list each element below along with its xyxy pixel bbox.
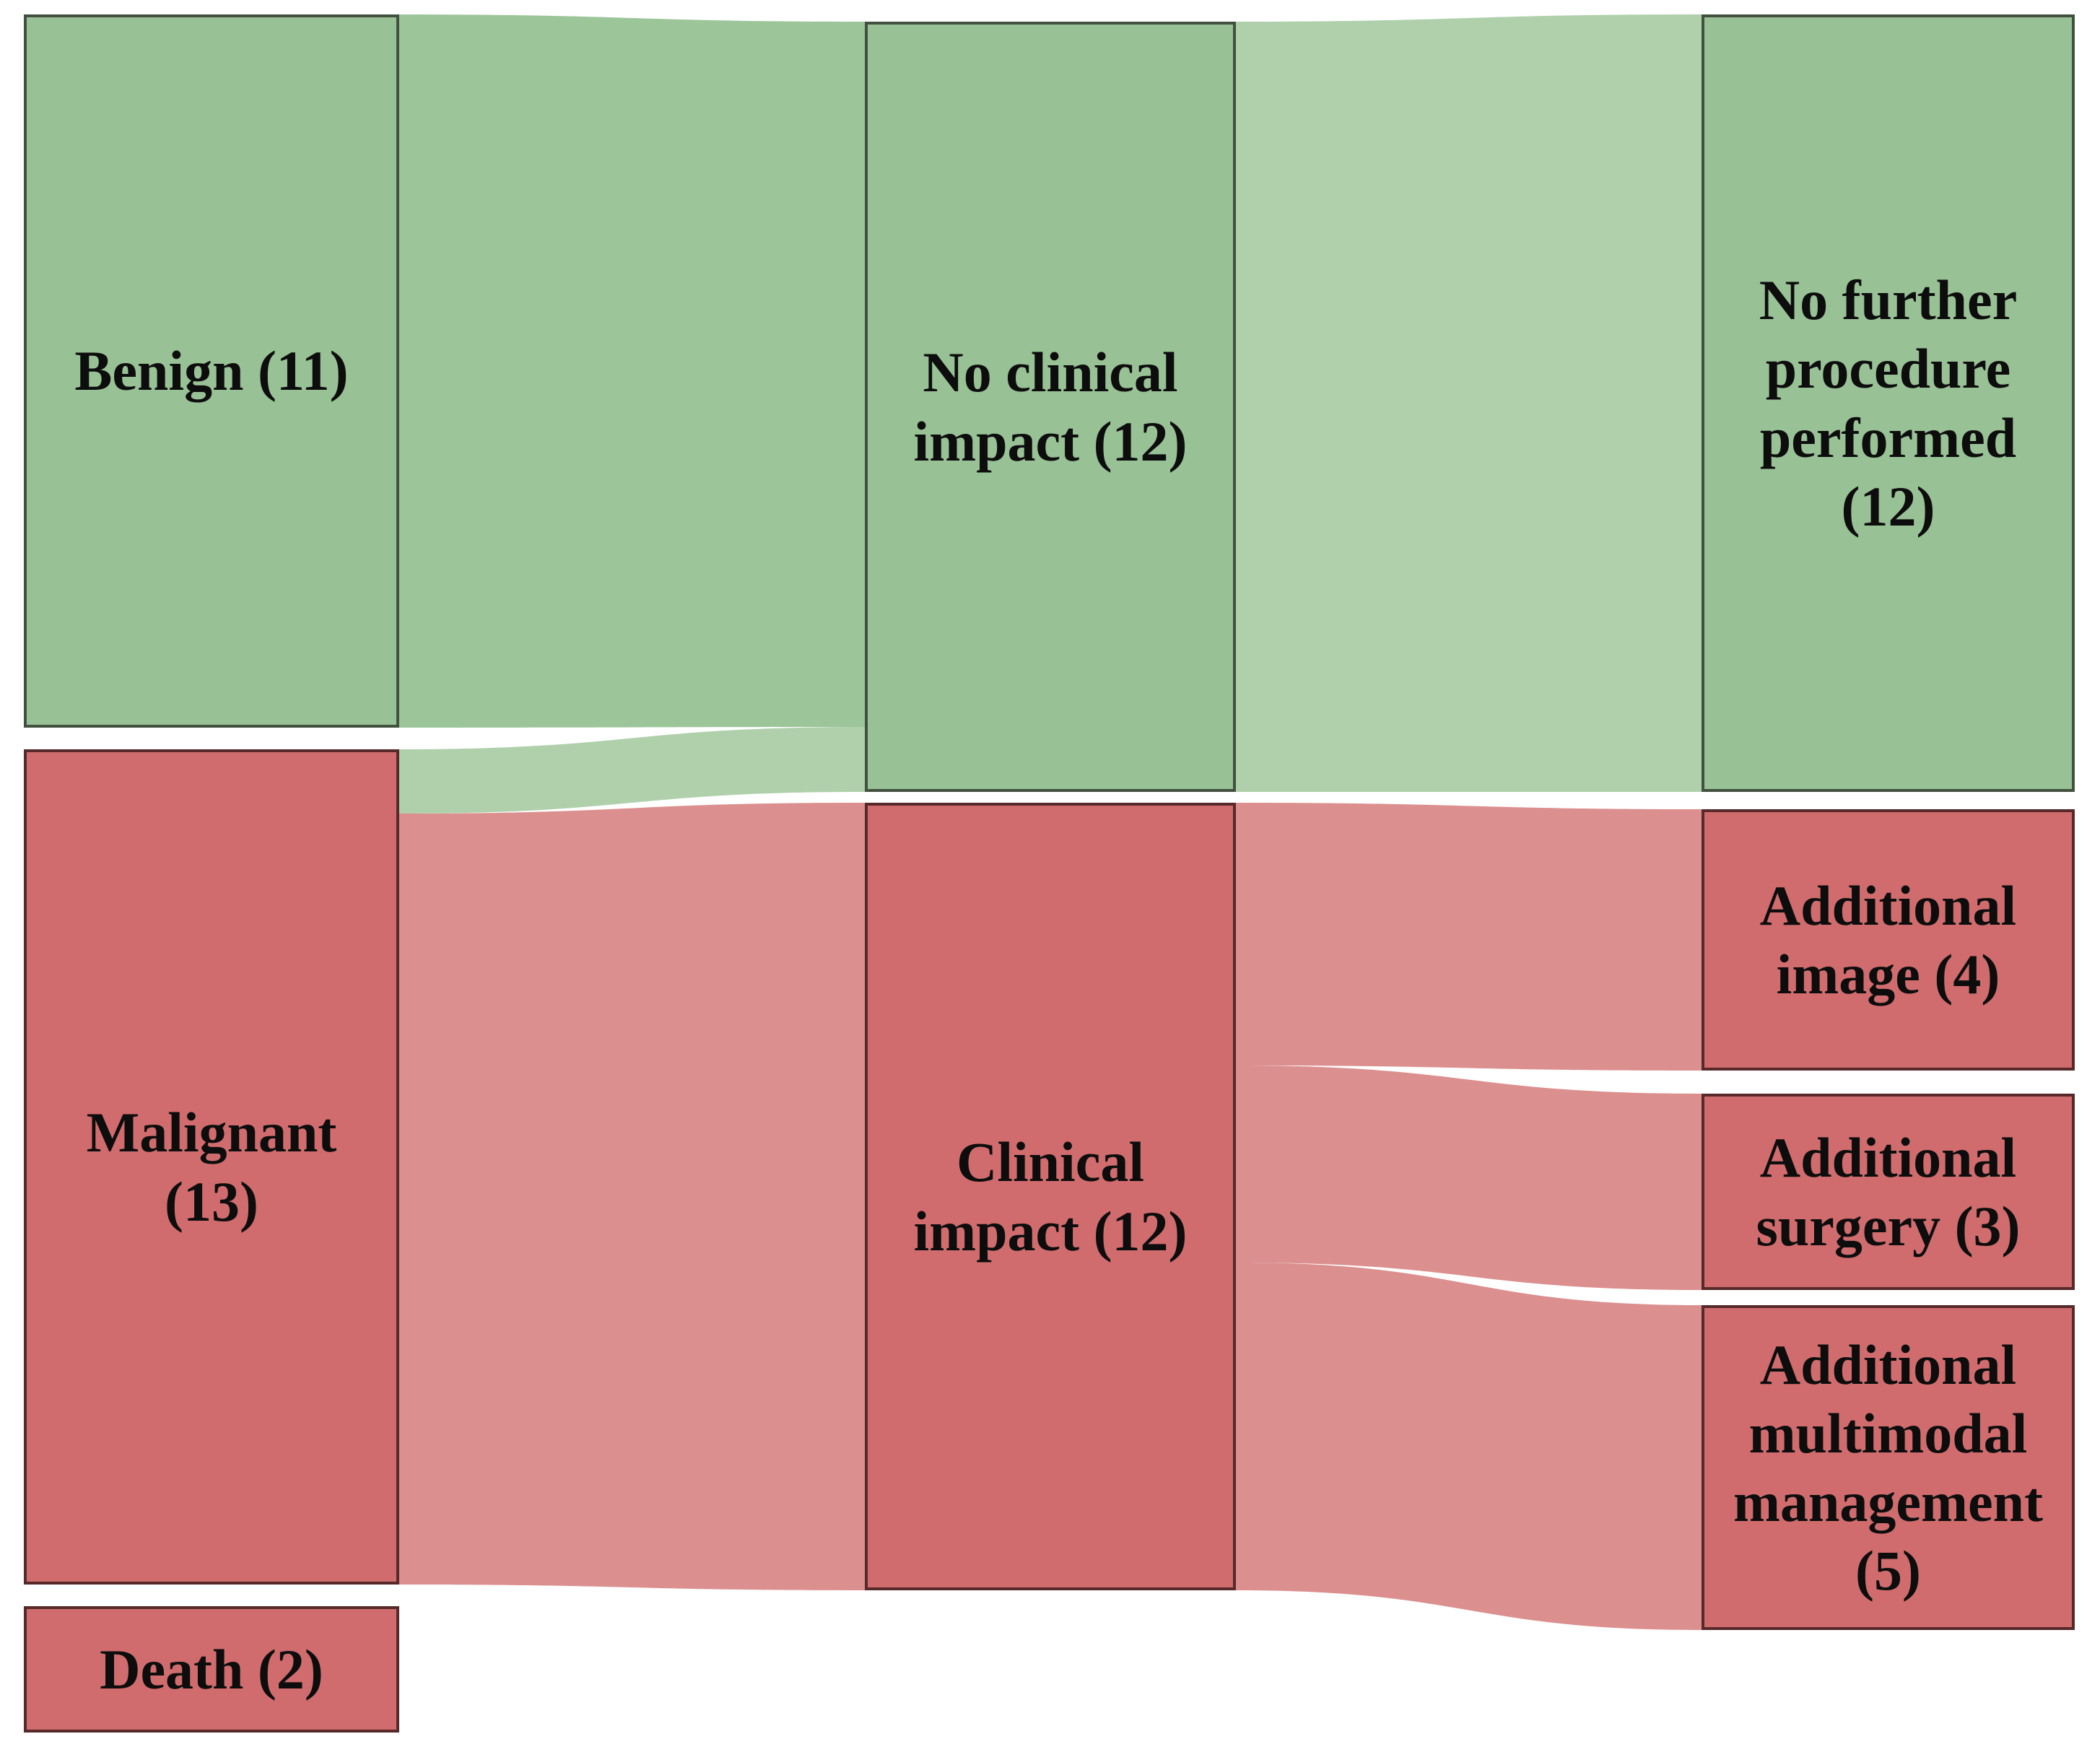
node-label-no_clinical_impact: No clinical impact (12) — [913, 341, 1188, 473]
node-label-no_further_procedure: No further procedure performed (12) — [1759, 269, 2018, 538]
flow-no_clinical_impact-to-no_further_procedure — [1236, 14, 1702, 792]
node-death: Death (2) — [24, 1606, 399, 1733]
node-label-additional_surgery: Additional surgery (3) — [1756, 1125, 2021, 1258]
node-additional_surgery: Additional surgery (3) — [1702, 1094, 2075, 1290]
node-additional_multimodal: Additional multimodal management (5) — [1702, 1305, 2075, 1630]
node-label-clinical_impact: Clinical impact (12) — [913, 1130, 1188, 1263]
node-additional_image: Additional image (4) — [1702, 809, 2075, 1071]
node-no_further_procedure: No further procedure performed (12) — [1702, 14, 2075, 792]
node-benign: Benign (11) — [24, 14, 399, 728]
flow-clinical_impact-to-additional_multimodal — [1236, 1263, 1702, 1630]
node-label-benign: Benign (11) — [74, 339, 349, 403]
node-label-death: Death (2) — [100, 1637, 323, 1701]
node-no_clinical_impact: No clinical impact (12) — [865, 22, 1236, 792]
node-label-additional_image: Additional image (4) — [1759, 873, 2017, 1006]
node-clinical_impact: Clinical impact (12) — [865, 803, 1236, 1590]
flow-clinical_impact-to-additional_image — [1236, 803, 1702, 1071]
flow-clinical_impact-to-additional_surgery — [1236, 1065, 1702, 1290]
flow-malignant-to-clinical_impact — [399, 803, 865, 1590]
flow-malignant-to-no_clinical_impact — [399, 727, 865, 814]
flow-benign-to-no_clinical_impact — [399, 14, 865, 728]
node-label-additional_multimodal: Additional multimodal management (5) — [1733, 1333, 2043, 1603]
node-label-malignant: Malignant (13) — [86, 1101, 337, 1233]
node-malignant: Malignant (13) — [24, 749, 399, 1585]
